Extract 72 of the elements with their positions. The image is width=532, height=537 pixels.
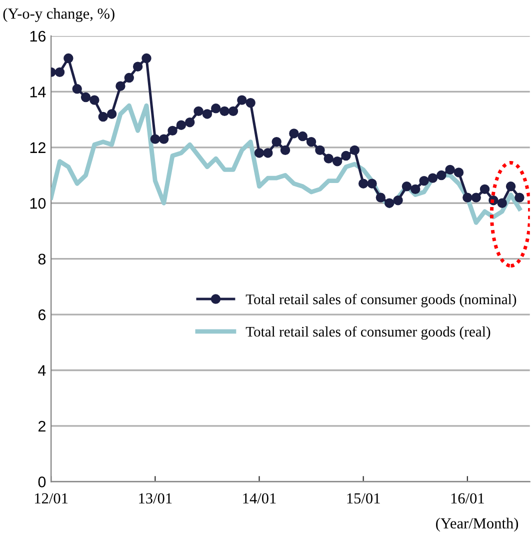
point	[150, 134, 160, 144]
point	[393, 195, 403, 206]
legend-label: Total retail sales of consumer goods (real)	[246, 326, 490, 340]
point	[324, 154, 334, 164]
point	[228, 106, 238, 116]
point	[454, 168, 464, 178]
y-tick-label: 2	[38, 420, 46, 432]
point	[428, 173, 438, 183]
point	[54, 67, 65, 78]
point	[350, 145, 360, 156]
x-axis-title: (Year/Month)	[436, 518, 518, 532]
x-tick-label: 14/01	[243, 493, 276, 504]
point	[384, 198, 394, 208]
point	[462, 192, 472, 202]
point	[280, 145, 290, 156]
point	[158, 134, 169, 144]
point	[64, 53, 74, 64]
point	[341, 150, 351, 161]
point	[202, 109, 212, 119]
y-tick-label: 6	[38, 309, 46, 320]
y-tick-label: 12	[30, 142, 46, 153]
point	[315, 145, 325, 156]
point	[376, 192, 386, 202]
point	[436, 170, 446, 180]
x-tick-label: 16/01	[451, 493, 484, 504]
y-tick-label: 8	[38, 254, 46, 265]
point	[90, 95, 100, 105]
point	[211, 104, 221, 114]
x-tick-label: 15/01	[347, 493, 380, 504]
point	[272, 136, 282, 147]
point	[168, 126, 178, 136]
point	[419, 176, 429, 186]
y-tick-label: 0	[38, 476, 46, 488]
point	[98, 112, 108, 122]
point	[298, 131, 308, 142]
y-tick-label: 14	[30, 86, 46, 98]
point	[402, 182, 412, 192]
point	[237, 95, 247, 105]
y-axis-title: (Y-o-y change, %)	[3, 8, 114, 22]
point	[506, 182, 516, 192]
point	[116, 81, 126, 91]
point	[263, 148, 273, 158]
point	[194, 106, 204, 116]
y-tick-label: 4	[38, 365, 46, 376]
point	[132, 62, 143, 72]
point	[176, 120, 186, 130]
point	[367, 178, 377, 188]
point	[246, 98, 256, 108]
point	[480, 184, 490, 194]
point	[220, 106, 230, 116]
point	[184, 117, 195, 128]
y-tick-label: 10	[30, 198, 46, 209]
point	[106, 109, 117, 119]
y-tick-label: 16	[30, 30, 46, 42]
point	[358, 178, 368, 188]
point	[445, 164, 455, 175]
x-tick-label: 13/01	[139, 493, 172, 504]
point	[142, 53, 152, 64]
point	[124, 72, 134, 83]
point	[254, 148, 264, 158]
point	[306, 136, 316, 147]
point	[80, 92, 91, 102]
point	[497, 198, 507, 208]
point	[332, 156, 342, 166]
line-series	[51, 103, 522, 225]
point	[514, 192, 524, 202]
point	[72, 84, 82, 94]
point	[410, 184, 420, 194]
legend-label: Total retail sales of consumer goods (nominal)	[246, 294, 516, 308]
x-tick-label: 12/01	[35, 493, 68, 504]
point	[471, 192, 481, 202]
point	[289, 128, 299, 138]
